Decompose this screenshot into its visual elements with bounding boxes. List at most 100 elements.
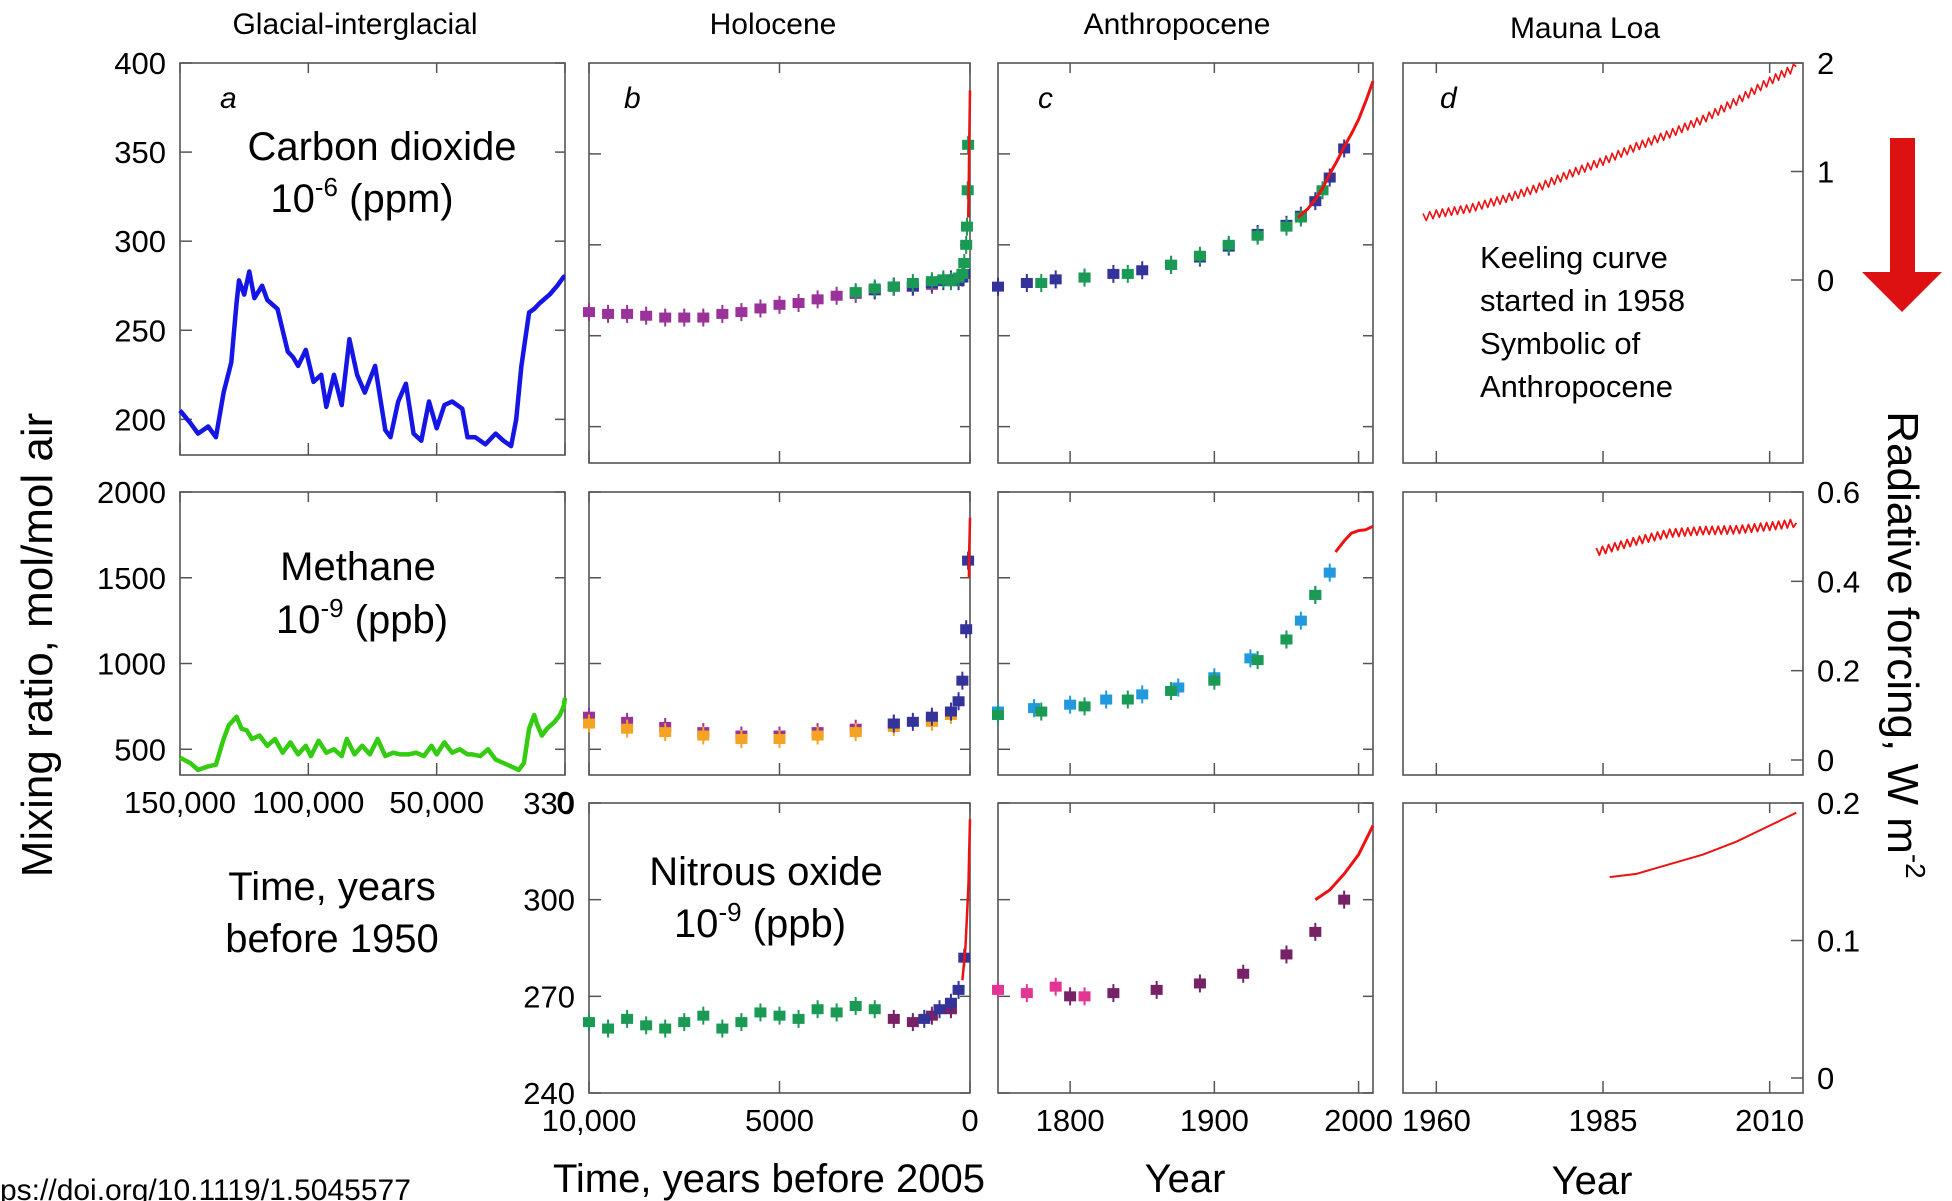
data-point [773,733,786,744]
data-point [640,310,653,321]
data-point [754,1007,767,1018]
data-point [956,268,969,279]
data-point [830,290,843,301]
data-point [1121,268,1134,279]
data-point [1208,675,1221,686]
right-axis-tick-label: 0.4 [1817,564,1860,599]
label-co2-unit: 10-6 (ppm) [270,172,453,221]
data-point [811,1004,824,1015]
data-point [1049,981,1062,992]
data-point [925,711,938,722]
data-point [1136,689,1149,700]
column-title-holocene: Holocene [710,8,837,41]
series-line [1297,80,1375,219]
data-point [1237,968,1250,979]
panel-a-ch4-frame [179,491,566,776]
series-line [1334,524,1374,553]
x-axis-title-a-line1: Time, years [228,865,435,909]
label-n2o-unit-base: 10 [674,902,719,946]
data-point [868,1004,881,1015]
doi-link[interactable]: ps://doi.org/10.1119/1.5045577 [0,1174,411,1201]
annotation-line-1: Keeling curve [1480,240,1668,275]
panel-letter-d: d [1440,82,1458,115]
data-point [956,675,969,686]
data-point [602,308,615,319]
data-point [1078,701,1091,712]
x-tick-label: 2010 [1735,1103,1804,1138]
data-point [960,221,973,232]
y-tick-label: 240 [523,1076,575,1111]
series-line [1422,63,1797,222]
right-axis-tick-label: 2 [1817,46,1834,81]
x-axis-title-a-line2: before 1950 [225,917,439,961]
data-point [1049,274,1062,285]
y-tick-label: 500 [114,732,166,767]
annotation-line-4: Anthropocene [1480,369,1673,404]
data-point [697,730,710,741]
panel-letter-c: c [1038,82,1053,115]
label-n2o-unit: 10-9 (ppb) [674,897,846,946]
label-n2o-name: Nitrous oxide [649,850,882,894]
data-point [1280,634,1293,645]
y-tick-label: 250 [114,313,166,348]
data-point [1028,703,1041,714]
data-point [792,298,805,308]
data-point [583,307,595,318]
data-point [678,1017,691,1028]
right-axis-tick-label: 0.6 [1817,475,1860,510]
panel-c-ch4-frame [997,491,1374,776]
data-point [1294,615,1307,626]
right-axis-tick-label: 0 [1817,743,1834,778]
right-axis-label-main: Radiative forcing, W m [1878,411,1927,854]
panel-b-n2o-frame [588,802,971,1094]
x-tick-label: 100,000 [252,785,364,820]
x-tick-label: 0 [961,1103,978,1138]
data-point [944,706,957,717]
data-point [887,718,900,729]
data-point [1251,655,1264,666]
data-point [849,1001,862,1011]
label-ch4-unit-rest: (ppb) [344,598,449,642]
series-line [178,697,568,773]
data-point [773,1010,786,1021]
data-point [1323,172,1336,183]
data-point [887,1013,900,1024]
series-line [967,517,972,578]
label-ch4-unit-exp: -9 [320,593,343,623]
annotation-line-2: started in 1958 [1480,283,1685,318]
data-point [1100,694,1113,705]
data-point [992,709,1004,720]
right-axis-tick-label: 1 [1817,155,1834,190]
data-point [697,312,710,323]
x-tick-label: 5000 [745,1103,814,1138]
data-point [1294,212,1307,223]
data-point [735,733,748,744]
right-axis-label: Radiative forcing, W m-2 [1878,411,1931,878]
panel-a-co2-frame [179,62,566,456]
right-axis-tick-label: 0.2 [1817,654,1860,689]
data-point [958,258,971,268]
data-point [583,718,595,729]
annotation-line-3: Symbolic of [1480,326,1641,361]
panel-b-co2-frame [588,62,971,464]
data-point [944,997,957,1008]
data-point [1244,653,1257,664]
y-tick-label: 2000 [97,475,166,510]
series-line [1595,518,1798,557]
data-point [992,281,1004,292]
series-line [966,90,972,218]
data-point [1323,567,1336,578]
data-point [1078,272,1091,283]
y-axis-label: Mixing ratio, mol/mol air [13,413,62,878]
panel-d-n2o-frame [1402,802,1804,1094]
data-point [1035,706,1048,717]
data-point [1078,991,1091,1002]
data-point [621,723,634,734]
series-line [178,269,566,449]
data-point [811,730,824,741]
data-point [933,1004,946,1015]
x-tick-label: 1960 [1402,1103,1471,1138]
x-axis-title-c: Year [1145,1157,1226,1201]
y-tick-label: 1500 [97,561,166,596]
